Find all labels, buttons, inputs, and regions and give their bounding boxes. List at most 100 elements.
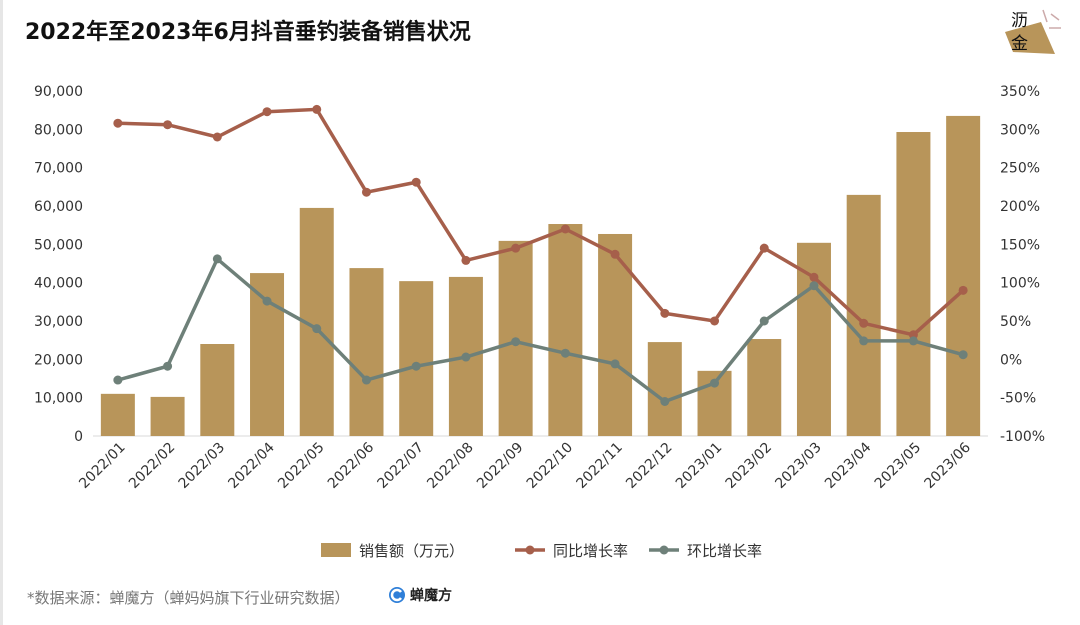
left-tick-label: 90,000: [34, 84, 83, 100]
bar: [647, 342, 682, 436]
line-point: [262, 296, 272, 306]
x-tick-label: 2023/06: [922, 439, 975, 492]
x-tick-label: 2022/01: [76, 440, 128, 492]
x-tick-label: 2022/03: [176, 440, 228, 492]
line-series: [117, 107, 965, 337]
x-tick-label: 2023/03: [772, 440, 824, 492]
bar: [150, 396, 185, 436]
legend-swatch-bar: [321, 543, 351, 557]
x-tick-label: 2023/05: [872, 440, 924, 492]
legend-label: 销售额（万元）: [359, 542, 464, 560]
brand-icon: [389, 587, 405, 603]
left-tick-label: 60,000: [34, 199, 83, 215]
right-tick-label: 350%: [1000, 84, 1040, 100]
left-tick-label: 20,000: [34, 352, 83, 368]
line-point: [312, 324, 322, 334]
right-tick-label: 0%: [1000, 352, 1022, 368]
line-point: [958, 285, 968, 295]
x-tick-label: 2022/08: [424, 440, 476, 492]
line-point: [212, 254, 222, 264]
svg-text:沥: 沥: [1011, 11, 1028, 31]
line-point: [212, 132, 222, 142]
left-tick-label: 50,000: [34, 237, 83, 253]
line-point: [262, 107, 272, 117]
x-tick-label: 2022/04: [225, 439, 278, 492]
right-tick-label: 100%: [1000, 276, 1040, 292]
line-point: [163, 120, 173, 130]
logo-icon: 沥 金: [1005, 9, 1061, 54]
line-point: [859, 318, 869, 328]
x-tick-label: 2022/06: [325, 439, 378, 492]
line-point: [660, 308, 670, 318]
line-point: [312, 104, 322, 114]
line-point: [361, 375, 371, 385]
bar: [349, 268, 384, 436]
source-note: *数据来源：蝉魔方（蝉妈妈旗下行业研究数据）: [27, 589, 350, 607]
legend-swatch-dot: [525, 545, 535, 555]
brand-name: 蝉魔方: [410, 588, 452, 604]
legend-swatch-dot: [659, 545, 669, 555]
line-point: [461, 352, 471, 362]
line-point: [660, 397, 670, 406]
right-tick-label: 250%: [1000, 161, 1040, 177]
left-tick-label: 10,000: [34, 391, 83, 407]
line-point: [560, 348, 570, 358]
line-point: [710, 378, 720, 388]
line-point: [361, 187, 371, 197]
chart-svg: 0 10,000 20,000 30,000 40,000 50,000 60,000 70,…: [34, 84, 1045, 560]
bar: [399, 281, 434, 436]
brand-logo: 蝉魔方: [388, 585, 452, 605]
line-point: [759, 316, 769, 326]
line-point: [809, 272, 819, 282]
right-tick-label: 150%: [1000, 237, 1040, 253]
line-point: [560, 224, 570, 234]
line-point: [411, 361, 421, 371]
line-point: [710, 316, 720, 326]
line-point: [958, 350, 968, 360]
x-tick-label: 2023/04: [822, 439, 875, 492]
line-point: [759, 243, 769, 253]
legend-label: 环比增长率: [687, 542, 762, 560]
x-tick-label: 2022/10: [524, 440, 576, 492]
bar: [747, 339, 782, 436]
chart-title: 2022年至2023年6月抖音垂钓装备销售状况: [25, 20, 471, 45]
line-point: [411, 177, 421, 187]
right-tick-label: -50%: [1000, 391, 1036, 407]
x-tick-label: 2022/02: [126, 440, 178, 492]
line-point: [809, 281, 819, 291]
line-point: [511, 243, 521, 253]
right-tick-label: 300%: [1000, 122, 1040, 138]
x-tick-label: 2023/02: [723, 440, 775, 492]
line-point: [461, 255, 471, 265]
left-tick-label: 80,000: [34, 122, 83, 138]
right-tick-label: 50%: [1000, 314, 1031, 330]
left-tick-label: 40,000: [34, 276, 83, 292]
bar: [548, 224, 583, 436]
bar: [200, 344, 235, 436]
legend-label: 同比增长率: [553, 542, 628, 560]
line-point: [113, 118, 123, 128]
bar: [598, 233, 633, 436]
line-point: [511, 337, 521, 347]
x-tick-label: 2022/09: [474, 440, 526, 492]
right-tick-label: -100%: [1000, 429, 1045, 445]
x-tick-label: 2022/07: [375, 440, 427, 492]
line-series: [117, 256, 964, 404]
line-point: [908, 336, 918, 346]
left-tick-label: 30,000: [34, 314, 83, 330]
x-tick-label: 2022/12: [623, 440, 675, 492]
line-point: [859, 336, 869, 346]
line-point: [610, 249, 620, 259]
line-point: [610, 359, 620, 369]
bar: [846, 194, 881, 436]
x-tick-label: 2022/11: [573, 440, 625, 492]
bar: [100, 393, 135, 436]
line-point: [163, 361, 173, 371]
right-tick-label: 200%: [1000, 199, 1040, 215]
x-tick-label: 2022/05: [275, 440, 327, 492]
left-tick-label: 70,000: [34, 161, 83, 177]
left-tick-label: 0: [74, 429, 83, 445]
bar: [896, 132, 931, 436]
x-tick-label: 2023/01: [673, 440, 725, 492]
